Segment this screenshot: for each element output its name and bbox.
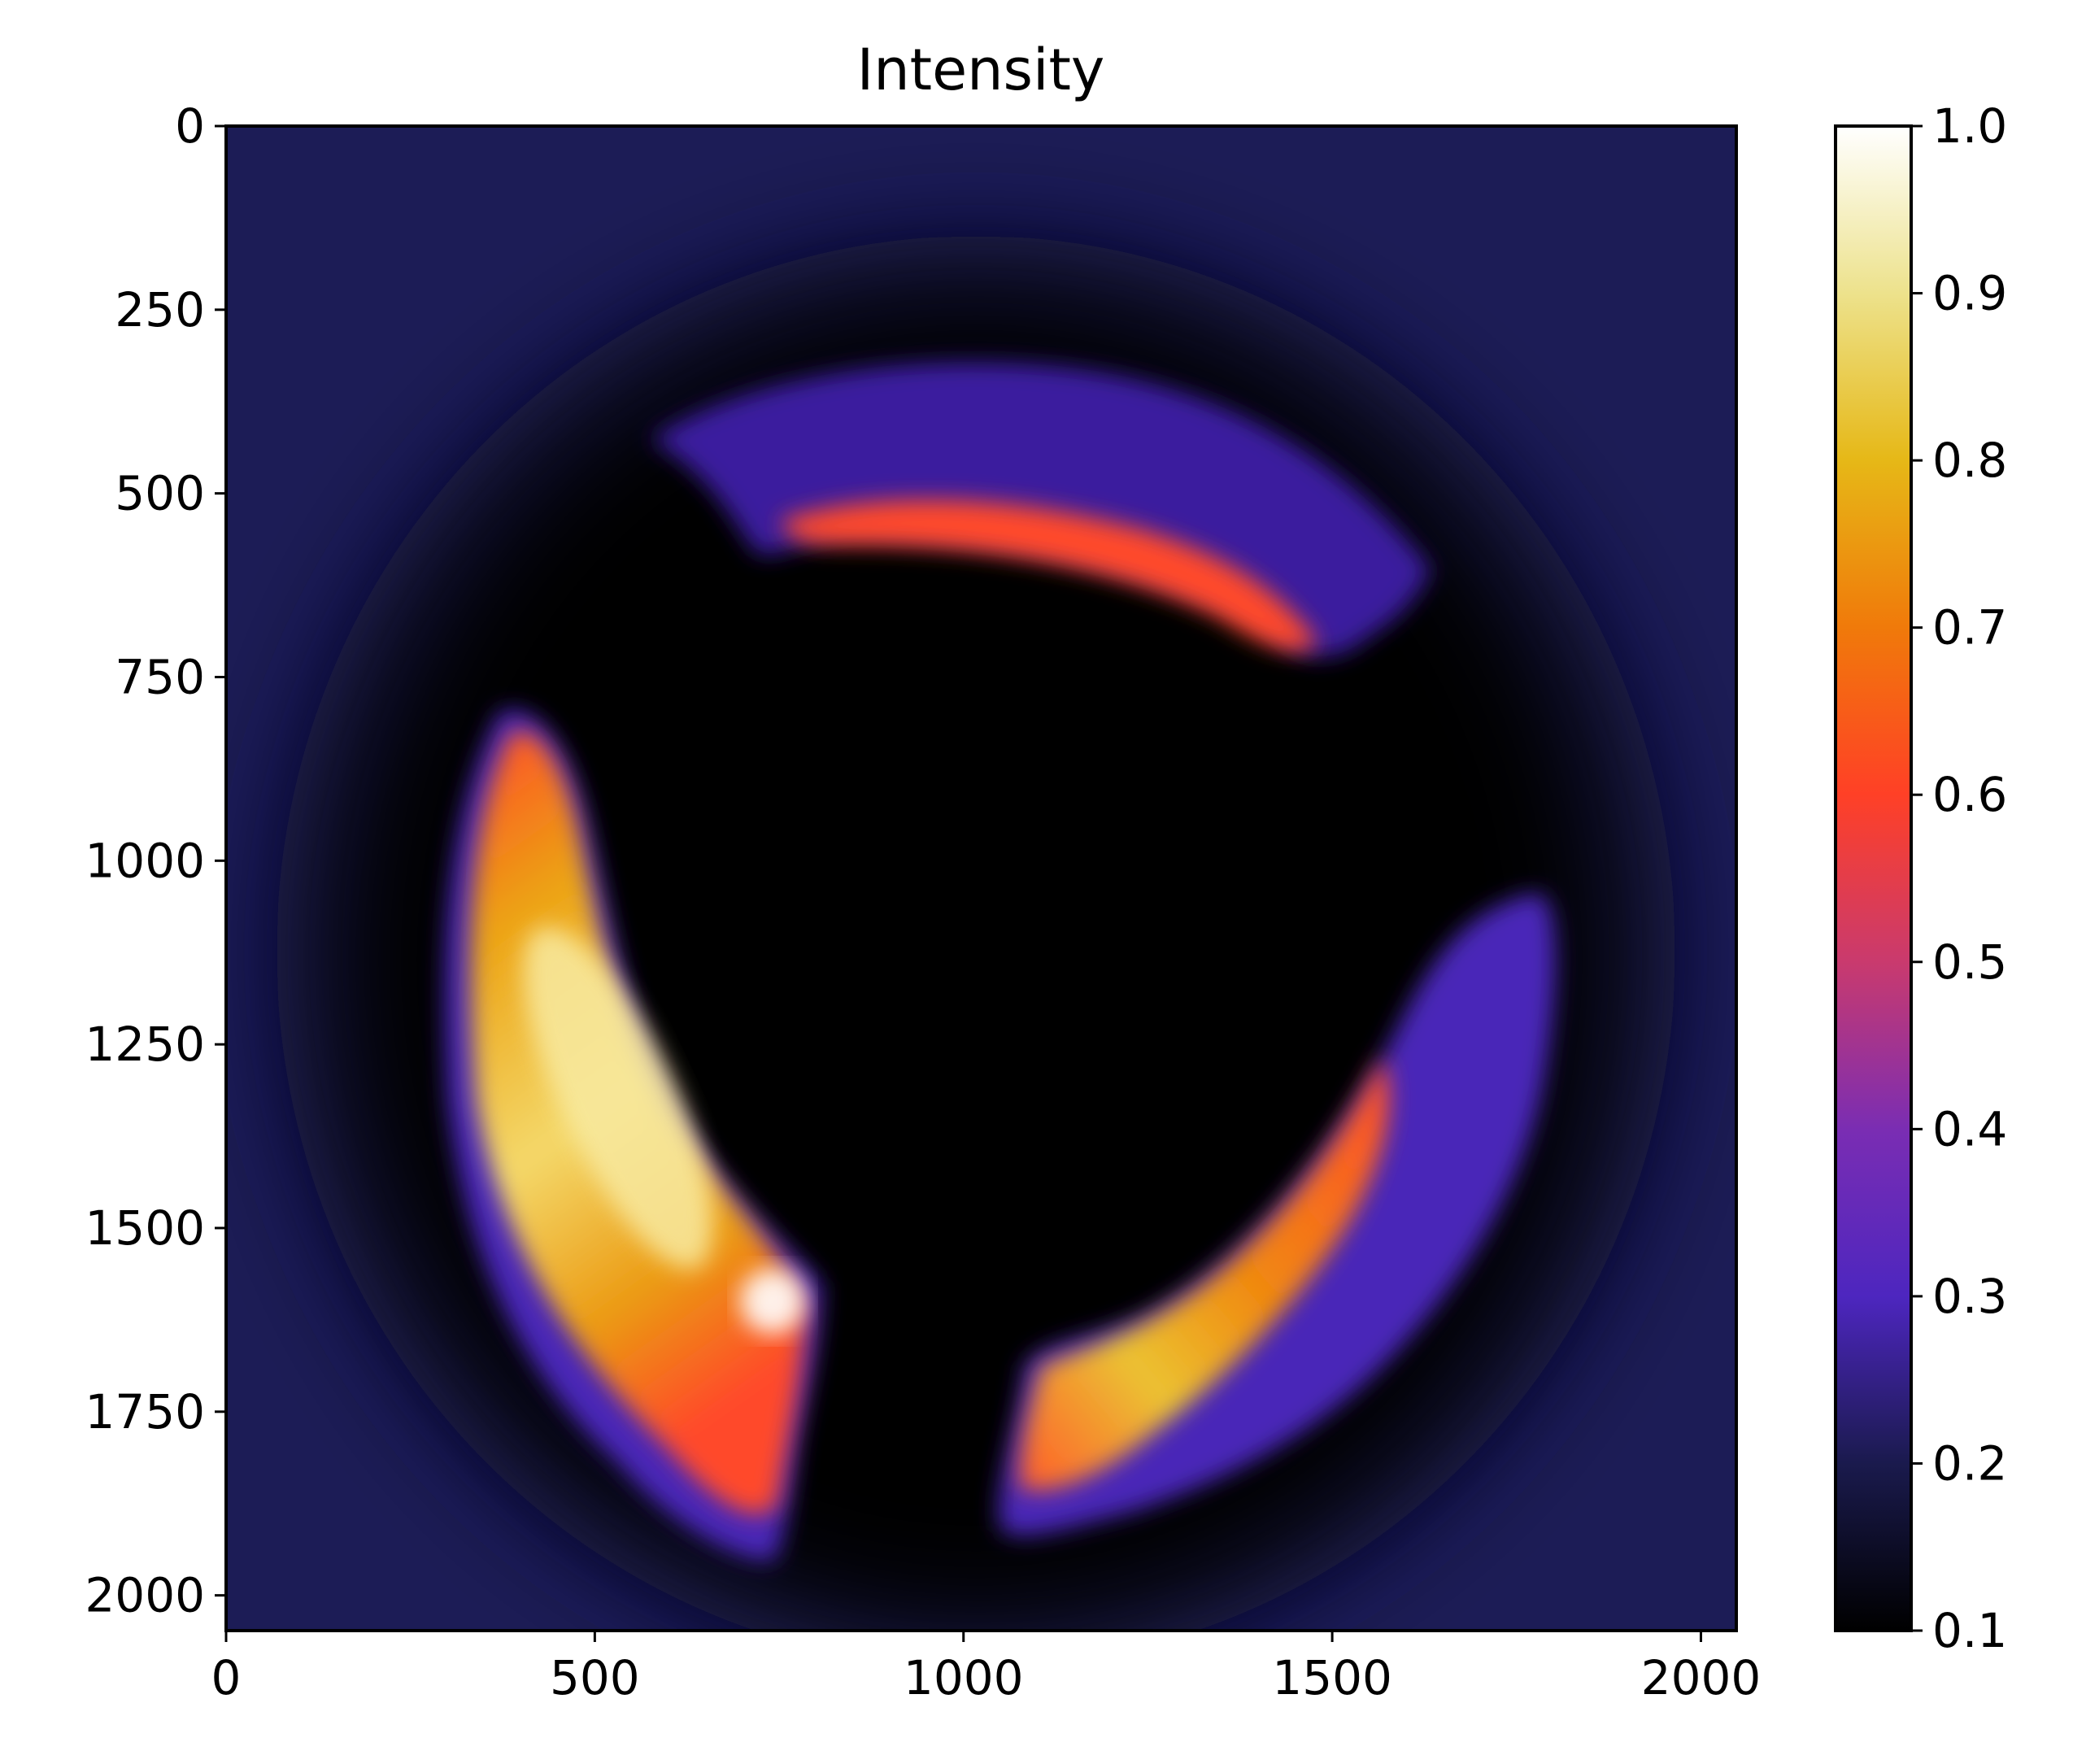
heatmap-image	[226, 126, 1736, 1631]
y-tick-label: 250	[115, 282, 205, 338]
chart-title: Intensity	[857, 37, 1105, 103]
colorbar: 0.1 0.2 0.3 0.4 0.5 0.6 0.7 0.8 0.9 1.0	[1834, 98, 2007, 1658]
top-arc	[651, 361, 1431, 657]
x-tick-label: 500	[550, 1650, 640, 1705]
colorbar-tick-label: 0.6	[1932, 767, 2007, 822]
y-tick-label: 1250	[85, 1017, 205, 1072]
y-tick-label: 1500	[85, 1200, 205, 1256]
x-tick-label: 1000	[904, 1650, 1024, 1705]
y-tick-label: 2000	[85, 1568, 205, 1623]
x-tick-label: 0	[211, 1650, 242, 1705]
colorbar-tick-label: 0.9	[1932, 266, 2007, 321]
y-tick-label: 750	[115, 649, 205, 704]
colorbar-tick-label: 0.1	[1932, 1603, 2007, 1658]
colorbar-tick-label: 1.0	[1932, 98, 2007, 154]
colorbar-frame	[1834, 124, 1913, 1632]
colorbar-tick-label: 0.5	[1932, 934, 2007, 990]
y-tick-label: 1000	[85, 833, 205, 888]
colorbar-tick-label: 0.7	[1932, 600, 2007, 656]
y-tick-label: 1750	[85, 1384, 205, 1440]
x-axis: 0 500 1000 1500 2000	[211, 1631, 1762, 1705]
colorbar-gradient	[1836, 126, 1911, 1631]
y-tick-label: 500	[115, 466, 205, 521]
colorbar-tick-label: 0.3	[1932, 1269, 2007, 1324]
y-axis: 0 250 500 750 1000 1250 1500 1750 2000	[85, 98, 226, 1623]
colorbar-tick-label: 0.2	[1932, 1435, 2007, 1491]
lower-right-arc	[998, 892, 1557, 1536]
left-arc	[444, 709, 821, 1562]
colorbar-ticks: 0.1 0.2 0.3 0.4 0.5 0.6 0.7 0.8 0.9 1.0	[1911, 98, 2007, 1658]
plot-frame	[224, 124, 1738, 1632]
colorbar-tick-label: 0.4	[1932, 1101, 2007, 1156]
y-tick-label: 0	[175, 98, 205, 154]
x-tick-label: 1500	[1272, 1650, 1392, 1705]
x-tick-label: 2000	[1641, 1650, 1762, 1705]
colorbar-tick-label: 0.8	[1932, 433, 2007, 488]
